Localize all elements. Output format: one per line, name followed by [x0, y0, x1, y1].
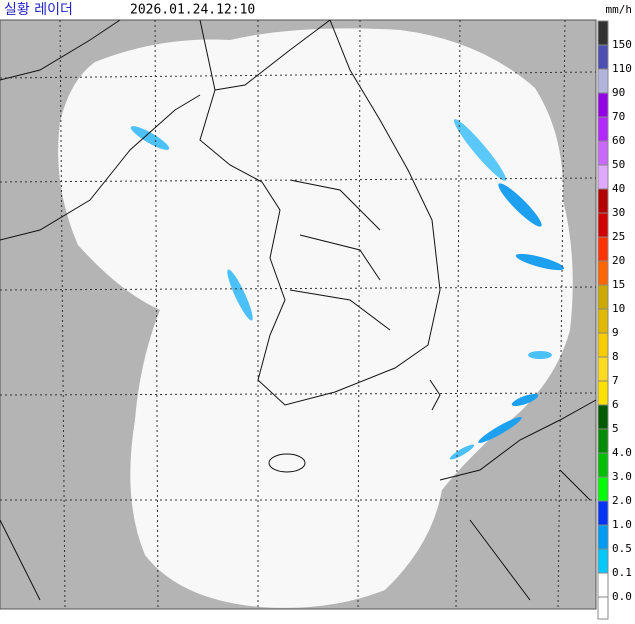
page-title: 실황 레이더 [4, 2, 73, 18]
legend-label: 110 [612, 62, 632, 75]
legend-label: 20 [612, 254, 625, 267]
legend-label: 90 [612, 86, 625, 99]
graticule [0, 19, 597, 610]
legend-label: 70 [612, 110, 625, 123]
legend-swatch [597, 380, 609, 406]
legend-label: 0.0 [612, 590, 632, 603]
legend-swatch [597, 356, 609, 382]
legend-swatch [597, 428, 609, 454]
legend-label: 15 [612, 278, 625, 291]
coastlines [0, 19, 597, 601]
radar-coverage [58, 28, 573, 608]
legend-label: 8 [612, 350, 619, 363]
legend-label: 5 [612, 422, 619, 435]
legend-label: 7 [612, 374, 619, 387]
legend-label: 4.0 [612, 446, 632, 459]
legend-swatch [597, 188, 609, 214]
legend-swatch [597, 212, 609, 238]
legend-swatch [597, 596, 609, 620]
legend-label: 50 [612, 158, 625, 171]
legend-swatch [597, 92, 609, 118]
legend-swatch [597, 452, 609, 478]
legend-label: 25 [612, 230, 625, 243]
timestamp: 2026.01.24.12:10 [130, 3, 255, 18]
legend-swatch [597, 308, 609, 334]
legend-swatch [597, 404, 609, 430]
legend-swatch [597, 140, 609, 166]
legend-label: 6 [612, 398, 619, 411]
legend-swatch [597, 500, 609, 526]
legend-swatch [597, 548, 609, 574]
legend-swatch [597, 164, 609, 190]
legend-swatch [597, 236, 609, 262]
legend-swatch [597, 68, 609, 94]
legend-label: 10 [612, 302, 625, 315]
legend-swatch [597, 524, 609, 550]
legend-swatch [597, 476, 609, 502]
legend-label: 30 [612, 206, 625, 219]
legend-swatch [597, 332, 609, 358]
color-legend: 150 110 90 70 60 50 40 30 25 20 15 10 9 8 7 6 5 4.0 3.0 2.0… [597, 20, 632, 620]
legend-label: 0.1 [612, 566, 632, 579]
legend-label: 60 [612, 134, 625, 147]
unit-label: mm/h [606, 3, 633, 16]
legend-label: 0.5 [612, 542, 632, 555]
legend-label: 1.0 [612, 518, 632, 531]
legend-label: 2.0 [612, 494, 632, 507]
legend-swatch [597, 260, 609, 286]
legend-swatch [597, 44, 609, 70]
legend-swatch [597, 284, 609, 310]
legend-swatch [597, 116, 609, 142]
map [0, 19, 597, 610]
rain-echoes [130, 119, 565, 460]
legend-swatch [597, 20, 609, 46]
legend-label: 9 [612, 326, 619, 339]
legend-label: 150 [612, 38, 632, 51]
legend-label: 3.0 [612, 470, 632, 483]
legend-swatch [597, 572, 609, 598]
legend-label: 40 [612, 182, 625, 195]
